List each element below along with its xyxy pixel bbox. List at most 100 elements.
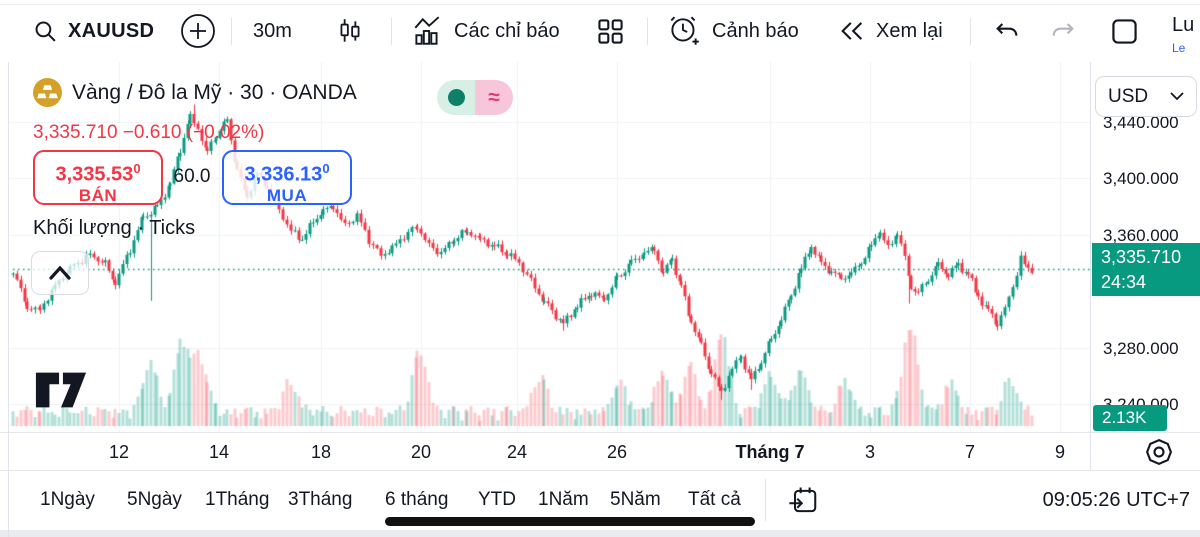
rewind-icon	[841, 22, 863, 40]
range-3month[interactable]: 3Tháng	[288, 489, 353, 510]
range-scrollbar[interactable]	[385, 517, 755, 526]
replay-button[interactable]: Xem lại	[838, 0, 943, 62]
symbol-name: XAUUSD	[68, 19, 155, 42]
alert-label: Cảnh báo	[712, 19, 799, 42]
range-1year[interactable]: 1Năm	[538, 489, 589, 510]
square-icon	[1112, 18, 1137, 44]
sell-price: 3,335.53	[55, 163, 134, 186]
range-all[interactable]: Tất cả	[688, 489, 741, 510]
price-axis-label: 3,440.000	[1103, 112, 1179, 132]
range-ytd[interactable]: YTD	[478, 489, 516, 510]
undo-button[interactable]	[993, 0, 1021, 62]
candles-icon	[340, 19, 360, 42]
time-axis-label: 18	[310, 442, 332, 462]
top-toolbar: XAUUSD 30m Các chỉ báo Cảnh báo Xem lại …	[0, 0, 1200, 62]
calendar-goto-icon	[789, 487, 817, 513]
tradingview-logo[interactable]	[34, 370, 88, 410]
range-5year[interactable]: 5Năm	[610, 489, 661, 510]
sell-price-sup: 0	[133, 161, 141, 176]
bottom-strip	[0, 530, 1200, 537]
time-axis-label: 12	[108, 442, 130, 462]
toolbar-separator	[231, 18, 232, 45]
indicators-label: Các chỉ báo	[454, 19, 560, 42]
toolbar-separator	[391, 18, 392, 45]
approx-icon: ≈	[488, 85, 500, 109]
interval-label: 30m	[253, 19, 292, 42]
candlestick-chart-canvas[interactable]	[0, 62, 1200, 432]
time-axis-label: 24	[506, 442, 528, 462]
currency-value: USD	[1108, 85, 1149, 107]
alert-button[interactable]: Cảnh báo	[666, 0, 799, 62]
collapse-panel-button[interactable]	[31, 251, 89, 295]
fullscreen-button[interactable]	[1109, 0, 1140, 62]
goto-date-button[interactable]	[786, 483, 822, 522]
compare-add-button[interactable]	[180, 0, 216, 62]
current-price-badge: 3,335.710 24:34	[1092, 242, 1200, 296]
save-button[interactable]: Lu Le	[1172, 15, 1194, 54]
save-sublabel: Le	[1172, 41, 1186, 55]
chart-area: Vàng / Đô la Mỹ · 30 · OANDA ≈ 3,335.710…	[0, 62, 1200, 432]
scale-settings-icon	[1145, 438, 1173, 466]
replay-label: Xem lại	[876, 19, 943, 42]
buy-price-sup: 0	[322, 161, 330, 176]
redo-icon	[1052, 23, 1074, 36]
plus-circle-icon	[181, 14, 215, 48]
bottom-toolbar: 1Ngày 5Ngày 1Tháng 3Tháng 6 tháng YTD 1N…	[0, 470, 1200, 530]
symbol-title: Vàng / Đô la Mỹ · 30 · OANDA	[72, 80, 357, 104]
current-price: 3,335.710	[1101, 246, 1182, 267]
range-1month[interactable]: 1Tháng	[205, 489, 270, 510]
currency-dropdown[interactable]: USD	[1095, 76, 1197, 117]
left-panel-edge	[8, 62, 9, 537]
approx-data-segment: ≈	[475, 80, 513, 115]
time-axis-label: Tháng 7	[735, 442, 805, 462]
price-axis-label: 3,360.000	[1103, 225, 1179, 245]
bottom-separator	[765, 479, 766, 521]
last-price-and-change: 3,335.710 −0.610 (−0.02%)	[33, 122, 265, 143]
time-axis-label: 20	[410, 442, 432, 462]
price-axis[interactable]: 3,440.0003,400.0003,360.0003,280.0003,24…	[1090, 62, 1200, 432]
gold-coin-icon	[33, 78, 62, 107]
market-status-dot-icon	[447, 89, 465, 106]
price-scale-settings-button[interactable]	[1144, 437, 1174, 470]
chart-style-button[interactable]	[335, 0, 365, 62]
bar-countdown: 24:34	[1101, 271, 1147, 292]
time-axis-label: 7	[964, 442, 976, 462]
time-axis[interactable]: 12 14 18 20 24 26 Tháng 7 3 7 9	[0, 432, 1200, 471]
price-axis-label: 3,400.000	[1103, 169, 1179, 188]
grid-icon	[598, 18, 623, 44]
top-hairline	[0, 4, 1200, 5]
symbol-search-button[interactable]: XAUUSD	[33, 0, 154, 62]
sell-label: BÁN	[78, 185, 118, 205]
clock-utc[interactable]: 09:05:26 UTC+7	[1042, 489, 1190, 511]
market-open-segment	[437, 80, 475, 115]
indicators-button[interactable]: Các chỉ báo	[410, 0, 560, 62]
save-label: Lu	[1172, 14, 1195, 36]
redo-button[interactable]	[1049, 0, 1077, 62]
market-status-toggle[interactable]: ≈	[437, 80, 513, 115]
price-axis-label: 3,280.000	[1103, 338, 1179, 358]
alert-clock-icon	[670, 16, 699, 45]
chevron-down-icon	[1170, 92, 1184, 101]
range-6month[interactable]: 6 tháng	[385, 489, 449, 510]
layout-grid-button[interactable]	[595, 0, 626, 62]
buy-button[interactable]: 3,336.130 MUA	[222, 150, 352, 205]
axis-corner-separator	[1090, 433, 1091, 471]
symbol-header[interactable]: Vàng / Đô la Mỹ · 30 · OANDA	[33, 78, 357, 107]
time-axis-label: 14	[208, 442, 230, 462]
undo-icon	[996, 23, 1018, 36]
buy-price: 3,336.13	[244, 163, 323, 186]
buy-label: MUA	[266, 185, 308, 205]
volume-indicator-label[interactable]: Khối lượng · Ticks	[33, 217, 196, 239]
volume-value-badge: 2.13K	[1093, 405, 1167, 431]
chevron-up-icon	[49, 265, 71, 280]
toolbar-separator	[970, 18, 971, 45]
spread-value: 60.0	[173, 166, 211, 187]
search-icon	[35, 21, 56, 42]
toolbar-separator	[647, 18, 648, 45]
interval-button[interactable]: 30m	[253, 0, 292, 62]
time-axis-label: 26	[606, 442, 628, 462]
range-5day[interactable]: 5Ngày	[127, 489, 182, 510]
range-1day[interactable]: 1Ngày	[40, 489, 95, 510]
sell-button[interactable]: 3,335.530 BÁN	[33, 150, 163, 205]
time-axis-label: 9	[1054, 442, 1066, 462]
